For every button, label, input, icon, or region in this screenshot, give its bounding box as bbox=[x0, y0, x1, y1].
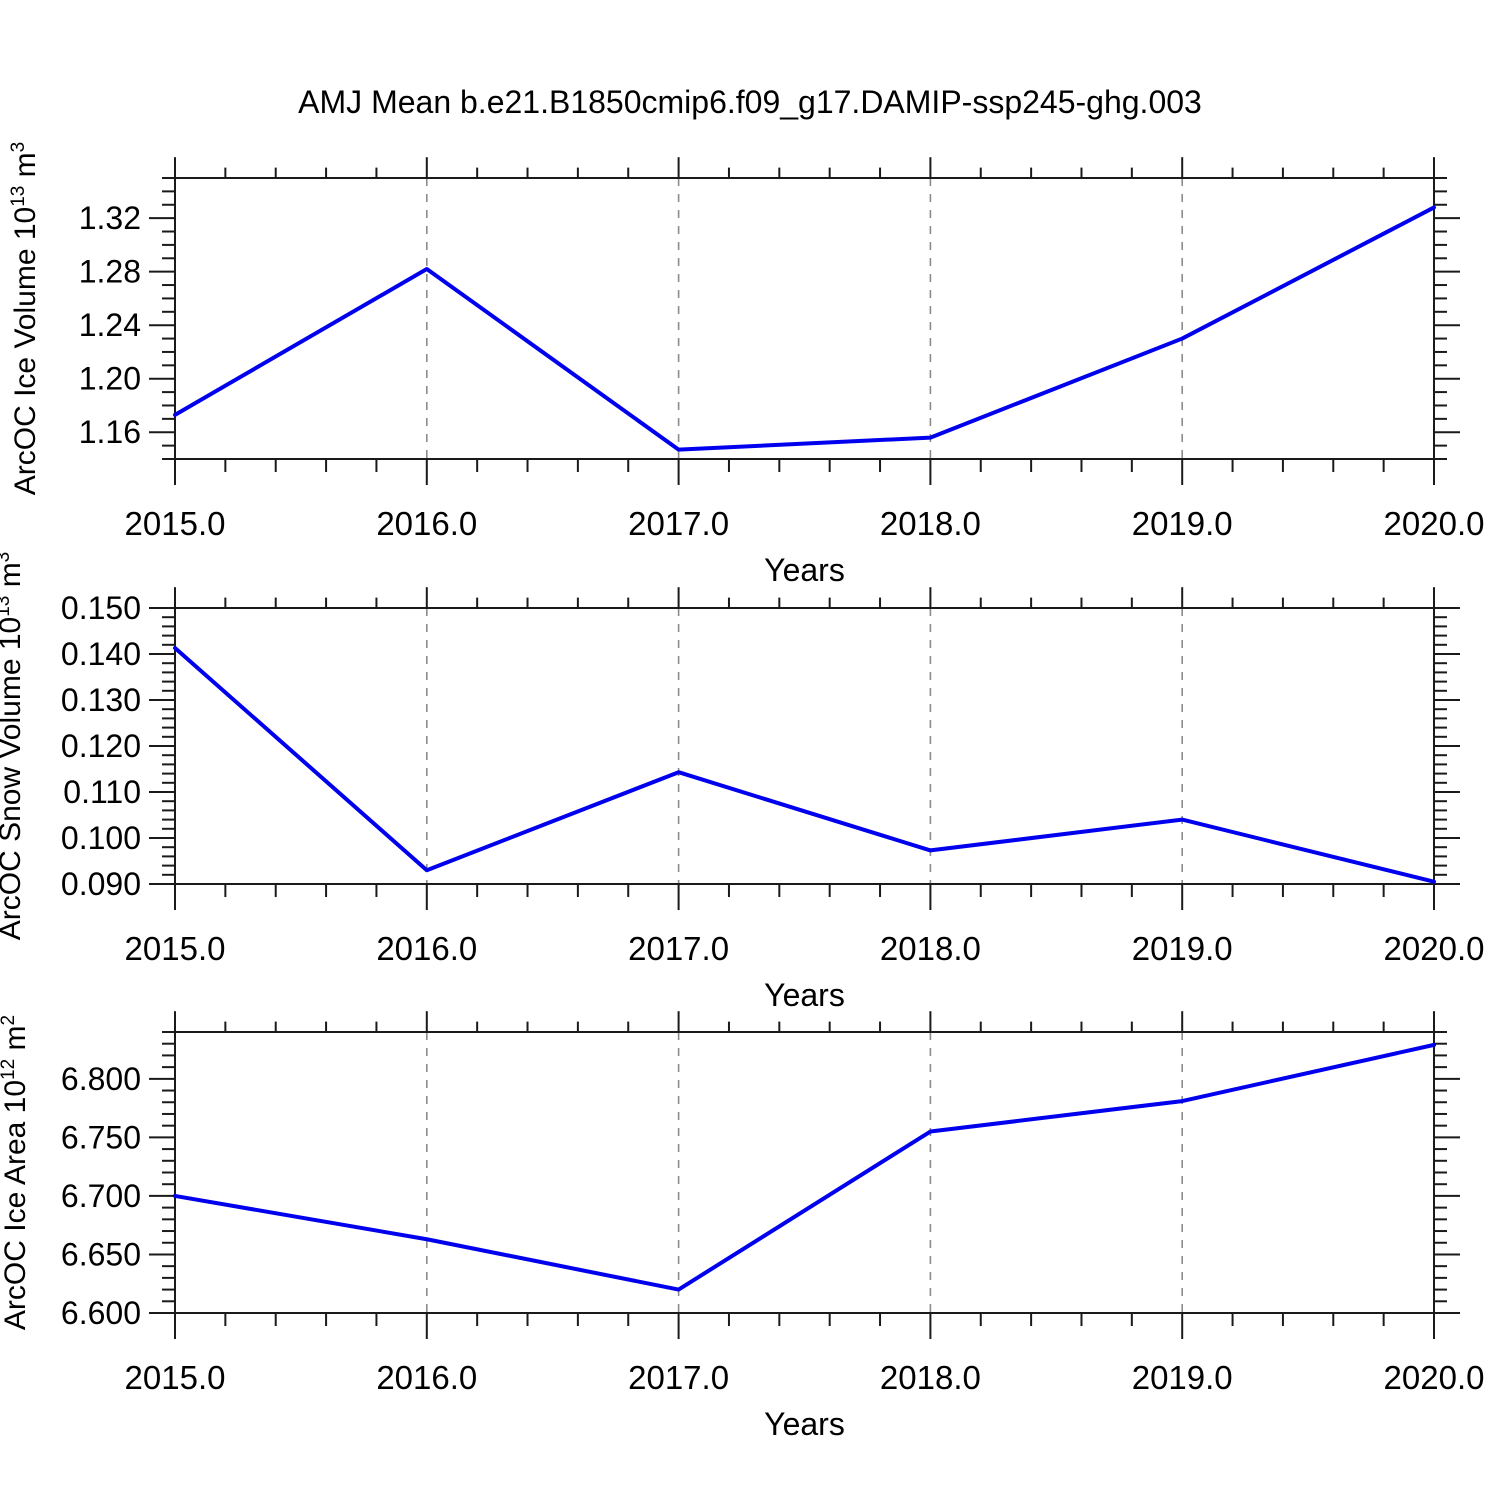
x-tick-label: 2018.0 bbox=[880, 1359, 981, 1396]
gridlines bbox=[425, 1032, 1183, 1313]
y-axis-label-sup: 3 bbox=[8, 142, 29, 153]
plot-border bbox=[174, 177, 1435, 460]
y-axis-label-sup: 13 bbox=[8, 186, 29, 207]
x-tick-label: 2017.0 bbox=[628, 930, 729, 967]
x-tick-label: 2016.0 bbox=[376, 930, 477, 967]
data-line bbox=[173, 205, 1436, 452]
y-axis-label-part: ArcOC Snow Volume 10 bbox=[0, 617, 27, 940]
plot-border bbox=[174, 1031, 1435, 1314]
y-axis-label-part: m bbox=[0, 1026, 32, 1059]
axis-ticks bbox=[149, 1011, 1460, 1339]
y-tick-label: 6.800 bbox=[61, 1061, 141, 1097]
chart-title: AMJ Mean b.e21.B1850cmip6.f09_g17.DAMIP-… bbox=[298, 84, 1202, 120]
x-tick-label: 2016.0 bbox=[376, 1359, 477, 1396]
gridlines bbox=[425, 608, 1183, 884]
y-tick-label: 0.140 bbox=[61, 636, 141, 672]
y-tick-labels: 1.16 1.20 1.24 1.28 1.32 bbox=[79, 200, 141, 450]
y-tick-label: 1.20 bbox=[79, 361, 141, 397]
x-tick-label: 2019.0 bbox=[1132, 1359, 1233, 1396]
x-tick-label: 2019.0 bbox=[1132, 930, 1233, 967]
y-tick-labels: 0.090 0.100 0.110 0.120 0.130 0.140 0.150 bbox=[61, 590, 141, 902]
y-tick-label: 6.600 bbox=[61, 1295, 141, 1331]
y-axis-label: ArcOC Ice Volume 1013 m3 bbox=[8, 142, 42, 496]
y-axis-label-sup: 12 bbox=[0, 1059, 19, 1080]
y-tick-label: 6.750 bbox=[61, 1119, 141, 1155]
y-tick-label: 1.16 bbox=[79, 414, 141, 450]
y-axis-label-part: ArcOC Ice Volume 10 bbox=[9, 207, 42, 495]
x-axis-label: Years bbox=[764, 552, 845, 588]
y-axis-label: ArcOC Ice Area 1012 m2 bbox=[0, 1015, 32, 1330]
x-tick-label: 2015.0 bbox=[125, 505, 226, 542]
x-tick-label: 2020.0 bbox=[1384, 1359, 1485, 1396]
x-tick-labels: 2015.0 2016.0 2017.0 2018.0 2019.0 2020.0 bbox=[125, 505, 1485, 542]
x-tick-label: 2018.0 bbox=[880, 930, 981, 967]
x-tick-label: 2020.0 bbox=[1384, 505, 1485, 542]
y-axis-label-sup: 13 bbox=[0, 596, 14, 617]
x-tick-label: 2016.0 bbox=[376, 505, 477, 542]
y-tick-label: 0.110 bbox=[63, 774, 141, 810]
axis-ticks bbox=[149, 157, 1460, 485]
y-axis-label-part: m bbox=[0, 562, 27, 595]
axis-ticks bbox=[149, 587, 1460, 910]
plot-border bbox=[174, 607, 1435, 885]
x-tick-label: 2018.0 bbox=[880, 505, 981, 542]
x-tick-label: 2019.0 bbox=[1132, 505, 1233, 542]
y-tick-label: 1.24 bbox=[79, 307, 141, 343]
x-tick-label: 2017.0 bbox=[628, 1359, 729, 1396]
gridlines bbox=[425, 178, 1183, 459]
x-axis-label: Years bbox=[764, 977, 845, 1013]
y-tick-label: 0.130 bbox=[61, 682, 141, 718]
x-tick-label: 2015.0 bbox=[125, 930, 226, 967]
x-tick-label: 2020.0 bbox=[1384, 930, 1485, 967]
x-tick-labels: 2015.0 2016.0 2017.0 2018.0 2019.0 2020.0 bbox=[125, 1359, 1485, 1396]
panel-snow-volume: 0.090 0.100 0.110 0.120 0.130 0.140 0.150 2015.… bbox=[0, 552, 1484, 1013]
y-axis-label-sup: 2 bbox=[0, 1015, 19, 1026]
y-tick-label: 0.150 bbox=[61, 590, 141, 626]
y-axis-label: ArcOC Snow Volume 1013 m3 bbox=[0, 552, 27, 941]
data-line bbox=[173, 1042, 1436, 1292]
x-tick-label: 2015.0 bbox=[125, 1359, 226, 1396]
y-axis-label-part: m bbox=[9, 152, 42, 185]
y-tick-label: 1.28 bbox=[79, 254, 141, 290]
data-line bbox=[173, 646, 1436, 884]
y-tick-label: 6.650 bbox=[61, 1236, 141, 1272]
y-tick-label: 6.700 bbox=[61, 1178, 141, 1214]
y-axis-label-part: ArcOC Ice Area 10 bbox=[0, 1080, 32, 1330]
y-tick-labels: 6.600 6.650 6.700 6.750 6.800 bbox=[61, 1061, 141, 1331]
y-axis-label-sup: 3 bbox=[0, 552, 14, 563]
x-tick-label: 2017.0 bbox=[628, 505, 729, 542]
x-axis-label: Years bbox=[764, 1406, 845, 1442]
y-tick-label: 1.32 bbox=[79, 200, 141, 236]
y-tick-label: 0.090 bbox=[61, 866, 141, 902]
y-tick-label: 0.100 bbox=[61, 820, 141, 856]
x-tick-labels: 2015.0 2016.0 2017.0 2018.0 2019.0 2020.0 bbox=[125, 930, 1485, 967]
y-tick-label: 0.120 bbox=[61, 728, 141, 764]
